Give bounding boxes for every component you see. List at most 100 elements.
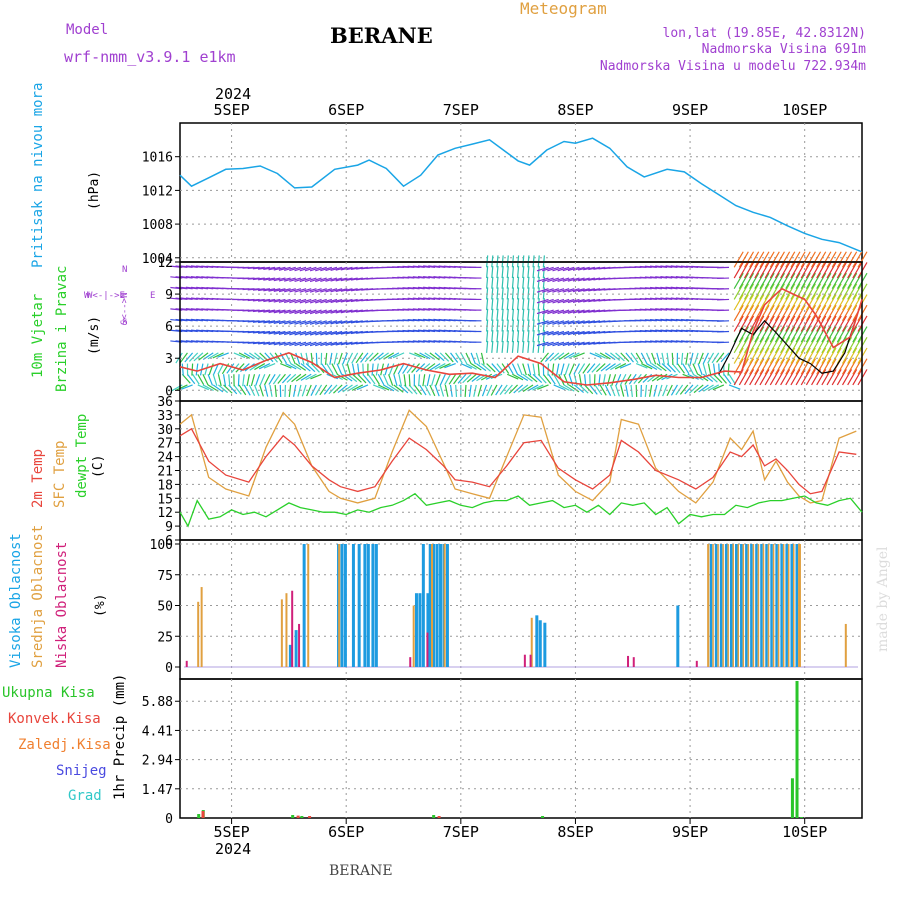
precip-bar: [291, 815, 295, 818]
wind-barb: [249, 363, 260, 371]
cloud-ylabel-high: Visoka Oblacnost: [8, 533, 24, 668]
panel-frame: [179, 122, 863, 263]
wind-barb: [258, 288, 271, 292]
wind-barb: [320, 288, 333, 293]
precip-ylabel: 1hr Precip (mm): [112, 674, 128, 800]
wind-barb: [299, 288, 312, 293]
wind-barb: [527, 330, 530, 343]
wind-barb: [660, 329, 673, 333]
wind-barb: [439, 352, 450, 362]
wind-barb: [769, 336, 780, 354]
wind-barb: [439, 384, 445, 397]
wind-barb: [665, 318, 678, 322]
wind-barb: [821, 272, 832, 290]
wind-barb: [212, 384, 224, 393]
wind-barb: [522, 319, 525, 332]
wind-barb: [733, 347, 744, 364]
wind-barb: [309, 309, 322, 315]
wind-barb: [246, 374, 250, 387]
wind-barb: [567, 341, 580, 346]
wind-speed-line: [179, 287, 863, 386]
mid-cloud-bar: [727, 544, 729, 667]
wind-barb: [649, 276, 663, 279]
wind-barb: [268, 373, 276, 385]
wind-barb: [588, 298, 601, 303]
mid-cloud-bar: [338, 544, 341, 667]
wind-barb: [388, 363, 395, 375]
wind-barb: [698, 384, 709, 393]
wind-barb: [785, 251, 796, 268]
wind-barb: [419, 352, 431, 360]
high-cloud-bar: [538, 620, 542, 667]
wind-barb: [602, 374, 606, 387]
wind-barb: [785, 294, 796, 311]
wind-barb: [181, 363, 184, 376]
wind-barb: [506, 266, 509, 279]
wind-barb: [325, 298, 338, 304]
wind-barb: [412, 276, 425, 279]
wind-barb: [572, 330, 585, 336]
wind-barb: [207, 352, 219, 360]
wind-barb: [749, 315, 760, 332]
y-tick-label: 1012: [142, 184, 173, 199]
wind-barb: [537, 319, 540, 332]
pressure-ylabel: Pritisak na nivou mora: [30, 83, 46, 268]
wind-barb: [821, 251, 832, 268]
high-cloud-bar: [302, 544, 306, 667]
low-cloud-bar: [298, 623, 301, 667]
t2m-line: [179, 427, 857, 495]
wind-barb: [610, 352, 621, 361]
wind-barb: [278, 288, 291, 293]
wind-barb: [423, 265, 436, 268]
wind-barb: [579, 384, 589, 394]
wind-barb: [749, 294, 760, 311]
wind-barb: [417, 340, 430, 343]
wind-barb: [532, 340, 535, 353]
wind-barb: [805, 336, 816, 354]
wind-barb: [309, 320, 322, 325]
wind-barb: [315, 352, 318, 365]
wind-barb: [444, 352, 454, 363]
high-cloud-bar: [709, 544, 713, 667]
wind-barb: [547, 341, 560, 347]
wind-barb: [371, 363, 374, 376]
wind-barb: [268, 266, 281, 271]
wind-barb: [670, 384, 678, 396]
wind-barb: [620, 352, 630, 363]
wind-barb: [785, 347, 796, 364]
footer-station: BERANE: [329, 863, 393, 879]
wind-barb: [572, 341, 585, 346]
wind-barb: [536, 330, 549, 336]
wind-barb: [320, 266, 333, 272]
wind-barb: [522, 266, 525, 279]
wind-barb: [429, 363, 441, 371]
wind-barb: [542, 266, 554, 272]
wind-barb: [429, 352, 440, 361]
wind-barb: [573, 352, 585, 358]
wind-barb: [847, 369, 858, 386]
wind-barb: [780, 283, 791, 300]
wind-barb: [785, 369, 796, 386]
wind-barb: [315, 309, 327, 315]
wind-barb: [790, 326, 801, 343]
wind-barb: [743, 369, 755, 386]
wind-barb: [790, 262, 801, 279]
wind-barb: [335, 298, 348, 303]
wind-barb: [841, 369, 853, 386]
wind-barb: [707, 384, 719, 392]
wind-barb: [527, 266, 530, 279]
wind-barb: [340, 288, 353, 292]
high-cloud-bar: [785, 544, 788, 667]
wind-barb: [465, 363, 477, 370]
wind-barb: [542, 309, 554, 315]
wind-barb: [367, 373, 376, 385]
wind-barb: [453, 373, 462, 385]
wind-barb: [800, 262, 811, 279]
date-tick-label: 5SEP: [214, 101, 250, 119]
wind-barb: [537, 308, 540, 321]
wind-barb: [522, 276, 525, 289]
wind-barb: [506, 330, 509, 343]
wind-barb: [707, 363, 712, 376]
wind-barb: [481, 363, 492, 372]
wind-barb: [800, 358, 811, 375]
